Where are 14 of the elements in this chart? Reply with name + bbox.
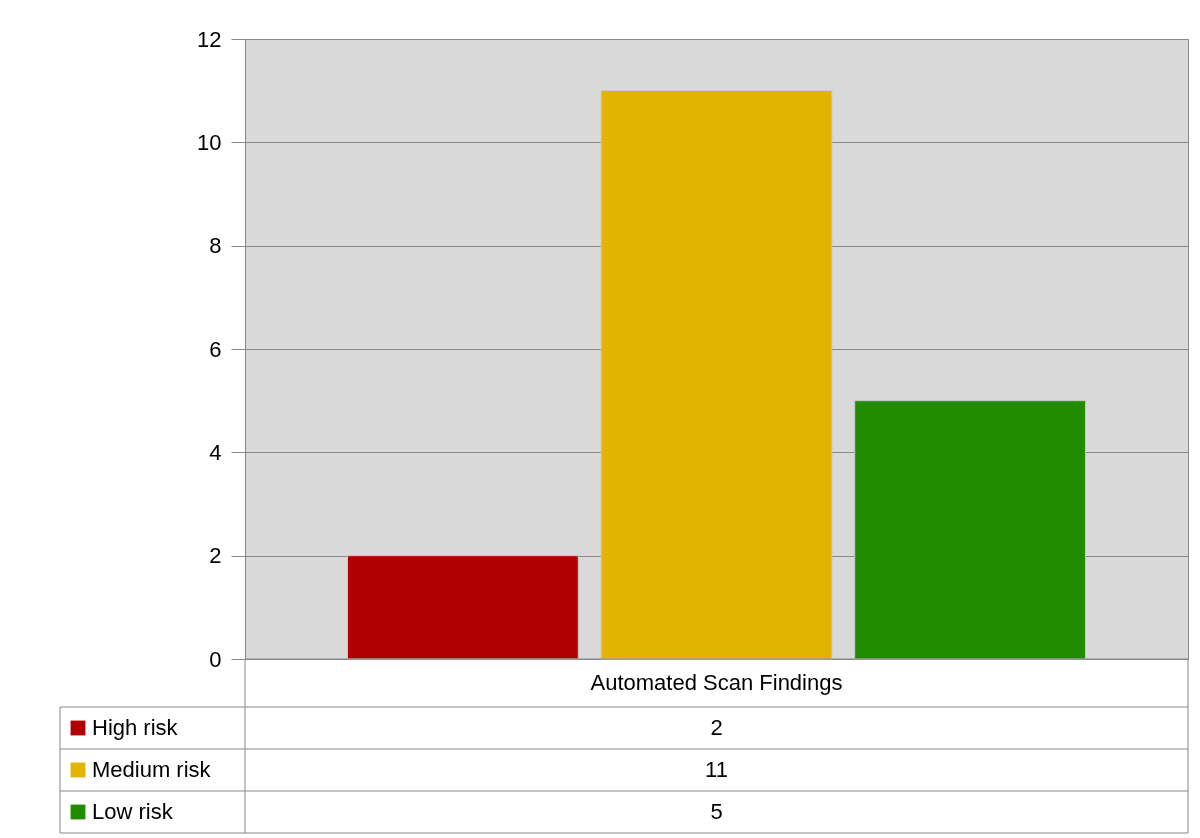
legend-label: High risk: [92, 715, 179, 740]
text: 5: [710, 799, 723, 824]
y-tick-label: 2: [209, 543, 222, 569]
y-tick-label: 8: [209, 233, 222, 259]
y-tick-label: 0: [209, 646, 222, 672]
y-tick-label: 6: [209, 336, 222, 362]
y-tick-label: 12: [197, 26, 222, 52]
text: 11: [705, 757, 728, 782]
x-tick-label: Automated Scan Findings: [590, 670, 843, 695]
legend-label: Medium risk: [92, 757, 212, 782]
y-tick-label: 10: [197, 129, 222, 155]
legend-label: Low risk: [92, 799, 174, 824]
y-tick-label: 4: [209, 439, 222, 465]
text: 2: [710, 715, 723, 740]
